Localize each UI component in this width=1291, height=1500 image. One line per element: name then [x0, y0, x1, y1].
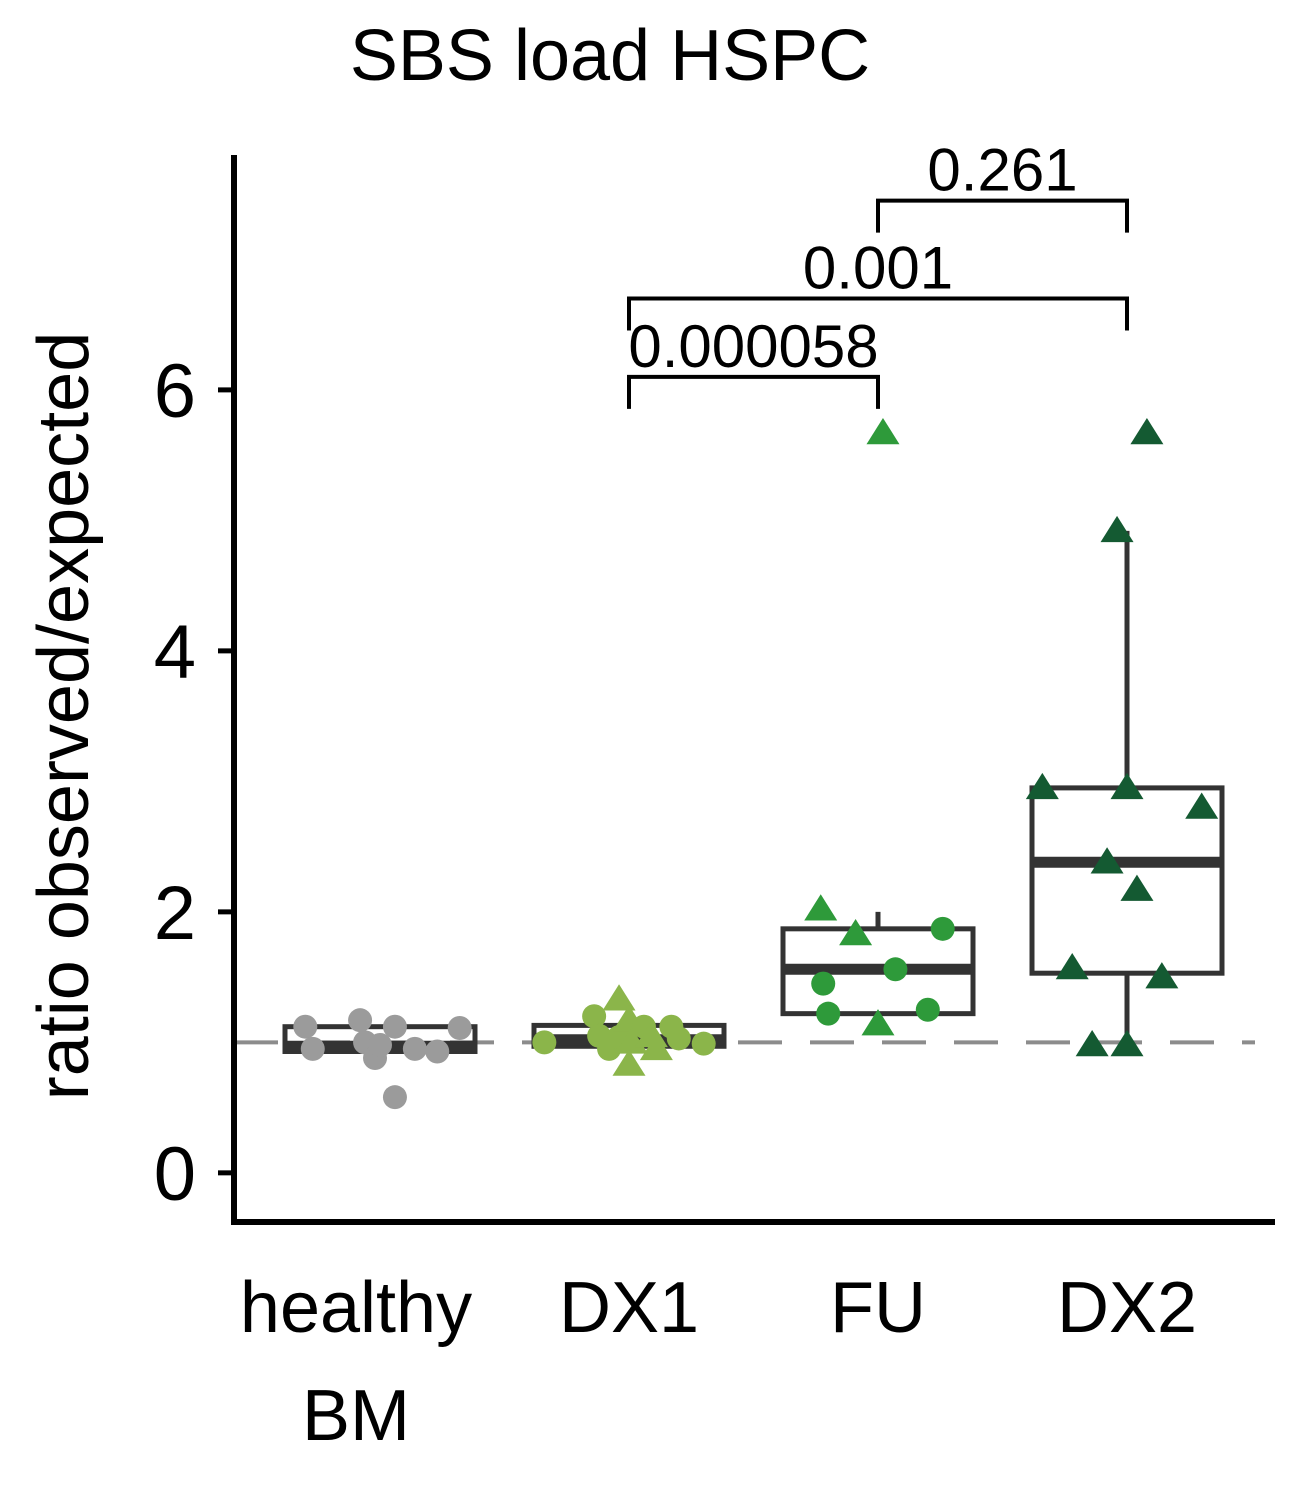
- data-point-circle: [883, 957, 908, 982]
- comparison-p-value: 0.261: [927, 137, 1077, 204]
- comparison-bracket: [627, 296, 1129, 331]
- data-point-triangle: [1055, 952, 1089, 980]
- data-point-circle: [811, 971, 836, 996]
- data-point-circle: [447, 1016, 472, 1041]
- y-tick-label: 0: [154, 1132, 196, 1217]
- y-tick-label: 2: [154, 871, 196, 956]
- data-point-triangle: [1120, 874, 1154, 901]
- data-point-circle: [382, 1085, 407, 1110]
- data-point-circle: [930, 916, 955, 941]
- data-point-circle: [348, 1008, 373, 1033]
- data-point-triangle: [1110, 772, 1144, 800]
- comparison-p-value: 0.001: [803, 235, 953, 302]
- chart-title: SBS load HSPC: [350, 16, 870, 96]
- x-tick-label: BM: [302, 1376, 410, 1456]
- comparison-p-value: 0.000058: [628, 313, 878, 380]
- data-point-triangle: [1185, 792, 1219, 819]
- data-point-triangle: [1130, 417, 1164, 445]
- data-point-triangle: [804, 894, 838, 921]
- x-tick-label: FU: [830, 1268, 926, 1348]
- data-point-circle: [691, 1031, 716, 1056]
- axes-layer: 0 2 4 6 healthy BM DX1 FU DX2: [154, 155, 1275, 1456]
- y-tick-label: 6: [154, 349, 196, 434]
- data-point-circle: [582, 1004, 607, 1029]
- data-point-triangle: [839, 919, 873, 946]
- data-point-circle: [915, 997, 940, 1022]
- data-point-triangle: [1110, 1029, 1144, 1057]
- x-tick-label: DX1: [559, 1268, 699, 1348]
- x-tick-label: healthy: [240, 1268, 472, 1348]
- data-point-triangle: [1145, 962, 1179, 989]
- data-point-triangle: [639, 1033, 673, 1061]
- data-point-circle: [368, 1032, 392, 1057]
- data-point-triangle: [1100, 515, 1134, 543]
- comparison-bracket: [876, 198, 1129, 233]
- y-axis-label: ratio observed/expected: [24, 332, 104, 1100]
- data-point-circle: [816, 1001, 841, 1026]
- data-point-circle: [300, 1036, 325, 1061]
- data-point-triangle: [602, 984, 636, 1011]
- data-point-triangle: [612, 1049, 646, 1076]
- data-point-circle: [402, 1036, 427, 1061]
- data-point-circle: [666, 1026, 691, 1051]
- data-point-circle: [425, 1039, 450, 1064]
- data-point-triangle: [1025, 772, 1059, 800]
- data-point-circle: [382, 1014, 407, 1039]
- comparisons-layer: 0.000058 0.001 0.261: [627, 137, 1129, 409]
- y-tick-label: 4: [154, 610, 196, 695]
- data-point-triangle: [861, 1009, 895, 1036]
- x-tick-label: DX2: [1057, 1268, 1197, 1348]
- data-point-circle: [293, 1014, 318, 1039]
- data-point-triangle: [866, 417, 900, 445]
- points-layer: [293, 417, 1219, 1110]
- data-point-triangle: [1090, 847, 1124, 874]
- data-point-triangle: [1075, 1029, 1109, 1057]
- data-point-circle: [532, 1030, 557, 1055]
- comparison-bracket: [627, 374, 880, 409]
